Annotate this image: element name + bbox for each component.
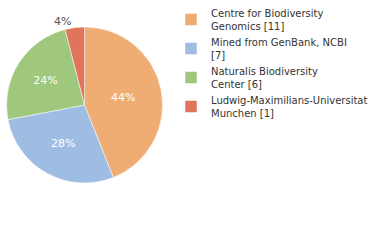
svg-text:Centre for BiodiversityGenomic: Centre for BiodiversityGenomics [11] [211,8,324,32]
svg-text:44%: 44% [111,91,135,104]
svg-text:24%: 24% [33,74,57,87]
svg-text:Ludwig-Maximilians-Universitat: Ludwig-Maximilians-UniversitatMunchen [1… [211,95,367,119]
svg-text:4%: 4% [54,15,71,28]
svg-text:28%: 28% [51,137,75,150]
svg-text:Naturalis BiodiversityCenter [: Naturalis BiodiversityCenter [6] [211,66,318,90]
svg-text:Mined from GenBank, NCBI[7]: Mined from GenBank, NCBI[7] [211,37,347,61]
